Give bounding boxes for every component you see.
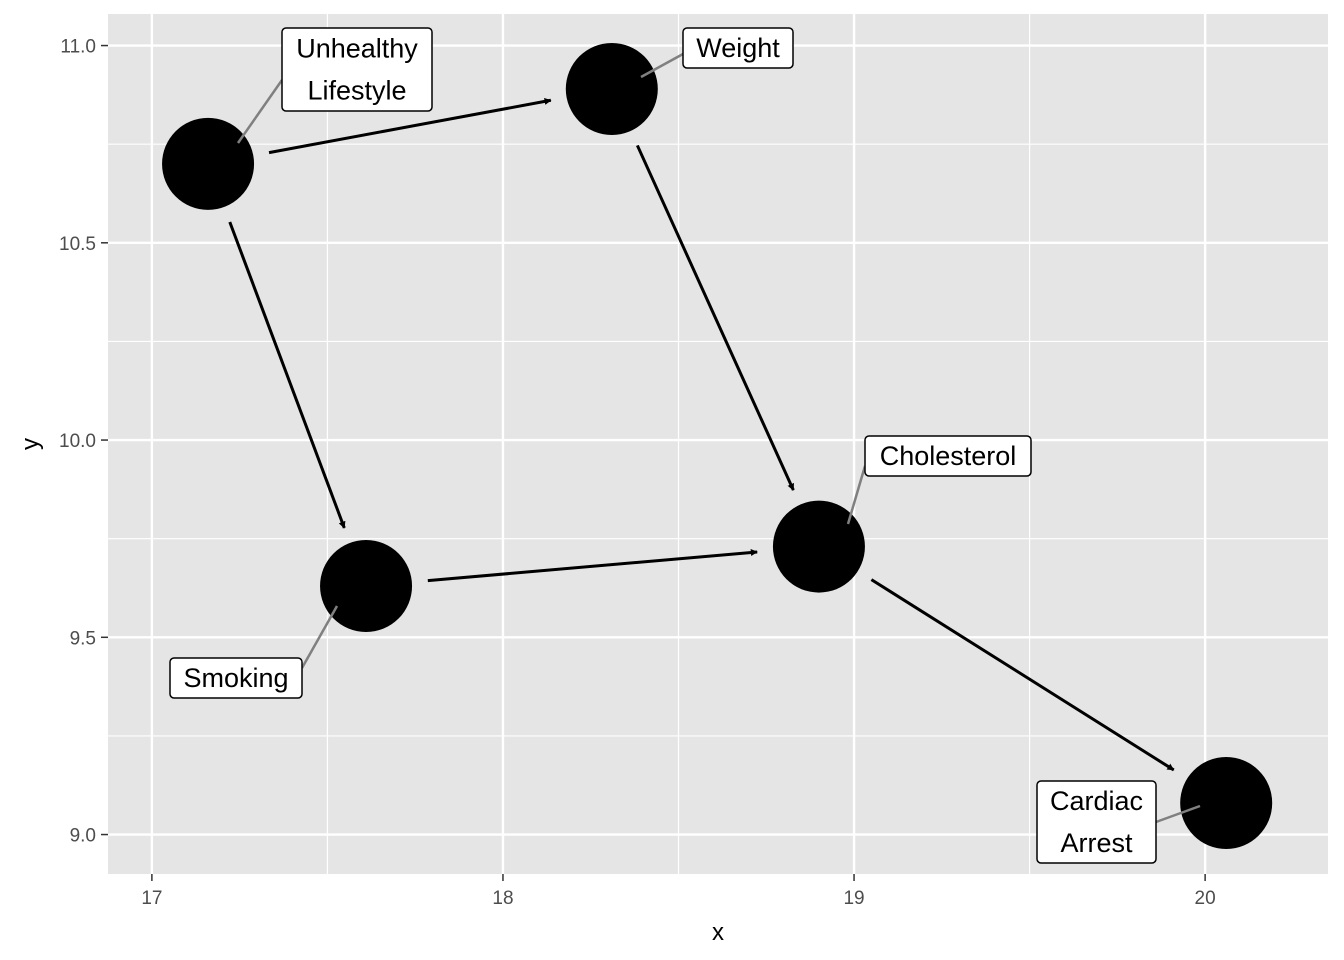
edge-cholesterol-to-cardiac-arrest	[870, 578, 1175, 772]
label-text-weight: Weight	[696, 33, 780, 63]
y-axis-title: y	[17, 438, 44, 450]
node-smoking	[320, 540, 413, 633]
node-cardiac-arrest	[1180, 756, 1273, 849]
label-leader-cholesterol	[846, 465, 867, 525]
label-box-cardiac-arrest	[1036, 780, 1157, 864]
x-tick-label: 17	[141, 888, 162, 909]
edge-weight-to-cholesterol	[635, 144, 795, 491]
label-box-cholesterol	[864, 435, 1032, 477]
label-text-smoking: Smoking	[183, 663, 288, 693]
x-axis-title: x	[712, 919, 724, 946]
edge-unhealthy-lifestyle-to-weight	[268, 97, 552, 155]
edge-smoking-to-cholesterol	[427, 549, 758, 583]
dag-labels: Unhealthy Lifestyle Weight Smoking Cholester…	[169, 27, 1201, 864]
x-tick-label: 18	[492, 888, 513, 909]
y-tick-label: 10.5	[59, 234, 96, 255]
node-unhealthy-lifestyle	[162, 117, 255, 210]
y-tick-label: 10.0	[59, 431, 96, 452]
y-tick-label: 9.5	[70, 628, 96, 649]
label-box-unhealthy-lifestyle	[281, 27, 433, 112]
label-leader-cardiac-arrest	[1155, 804, 1201, 824]
label-text-cholesterol: Cholesterol	[880, 441, 1017, 471]
node-cholesterol	[772, 500, 865, 593]
label-box-weight	[682, 27, 794, 69]
panel-background	[108, 14, 1328, 874]
edge-unhealthy-lifestyle-to-smoking	[228, 221, 346, 529]
label-leader-weight	[640, 52, 684, 79]
dag-nodes	[162, 42, 1273, 849]
label-text-unhealthy-lifestyle: Unhealthy	[296, 34, 418, 64]
y-tick-label: 11.0	[60, 37, 96, 58]
x-tick-label: 20	[1195, 888, 1216, 909]
label-leader-unhealthy-lifestyle	[236, 79, 284, 144]
label-text-cardiac-arrest: Arrest	[1060, 828, 1133, 858]
y-axis-ticks: 9.0 9.5 10.0 10.5 11.0	[59, 37, 108, 847]
x-tick-label: 19	[843, 888, 864, 909]
node-weight	[565, 42, 658, 135]
y-tick-label: 9.0	[70, 826, 96, 847]
label-box-smoking	[169, 657, 303, 699]
label-text-unhealthy-lifestyle: Lifestyle	[307, 76, 406, 106]
label-text-cardiac-arrest: Cardiac	[1050, 786, 1143, 816]
dag-edges	[228, 97, 1175, 772]
x-axis-ticks: 17 18 19 20	[141, 874, 1216, 909]
label-leader-smoking	[300, 605, 339, 669]
